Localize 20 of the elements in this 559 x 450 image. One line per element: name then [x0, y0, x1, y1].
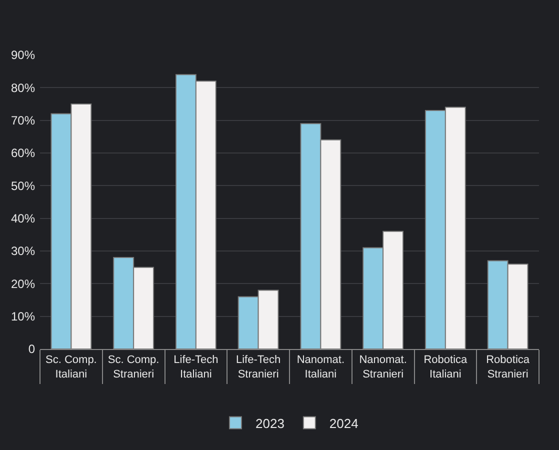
- y-tick-label: 80%: [10, 80, 36, 95]
- y-tick-label: 0: [28, 342, 36, 356]
- y-tick-label: 10%: [10, 310, 36, 324]
- x-tick-label: Robotica Italiani: [424, 354, 468, 380]
- x-tick-label: Nanomat. Stranieri: [359, 354, 407, 380]
- legend-label: 2023: [256, 416, 284, 431]
- legend-label: 2024: [329, 416, 358, 431]
- y-tick-label: 50%: [10, 178, 36, 193]
- x-tick-label: Nanomat. Italiani: [296, 354, 345, 380]
- y-tick-label: 70%: [10, 114, 36, 128]
- x-tick-label: Life-Tech Italiani: [174, 354, 218, 380]
- y-tick-label: 60%: [10, 146, 36, 160]
- y-tick-label: 90%: [10, 48, 36, 62]
- y-tick-label: 20%: [10, 276, 36, 291]
- x-tick-label: Robotica Stranieri: [486, 354, 530, 380]
- y-tick-label: 30%: [10, 244, 36, 258]
- y-tick-label: 40%: [10, 212, 36, 226]
- x-tick-label: Sc. Comp. Italiani: [46, 354, 97, 380]
- x-tick-label: Life-Tech Stranieri: [236, 354, 281, 380]
- x-tick-label: Sc. Comp. Stranieri: [108, 354, 160, 380]
